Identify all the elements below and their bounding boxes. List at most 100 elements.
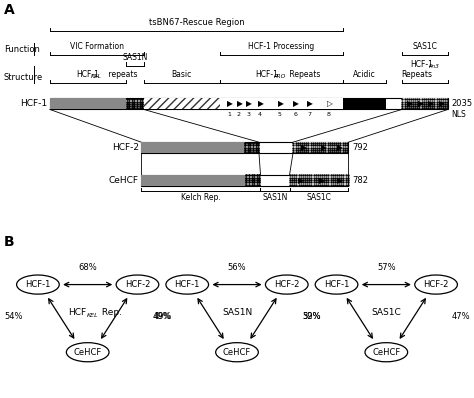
Text: A: A [4,4,15,18]
Text: KEL: KEL [91,74,102,79]
Text: HCF-2: HCF-2 [274,280,300,289]
Text: SAS1N: SAS1N [122,53,147,62]
Text: Kelch Rep.: Kelch Rep. [181,193,221,203]
Text: Rep.: Rep. [99,308,122,317]
Text: ▶: ▶ [237,100,243,108]
Text: 56%: 56% [228,263,246,272]
Text: CeHCF: CeHCF [73,348,102,357]
Text: HCF-1: HCF-1 [76,70,100,79]
Text: repeats: repeats [106,70,137,79]
Text: HCF-1: HCF-1 [255,70,278,79]
Text: HCF: HCF [68,308,86,317]
Text: SAS1N: SAS1N [222,308,252,317]
Text: HCF-1: HCF-1 [324,280,349,289]
Text: Function: Function [4,45,40,54]
Text: ▶: ▶ [407,100,413,108]
Text: SAS1C: SAS1C [307,193,331,203]
Bar [402,98,448,109]
Text: ▶: ▶ [301,143,307,152]
Bar [220,98,343,109]
Text: 52%: 52% [302,312,321,321]
Ellipse shape [315,275,358,294]
Text: Repeats: Repeats [287,70,321,79]
Bar [144,98,220,109]
Text: 54%: 54% [4,312,23,321]
Text: HCF-2: HCF-2 [125,280,150,289]
Text: 792: 792 [352,143,368,152]
Ellipse shape [166,275,209,294]
Ellipse shape [415,275,457,294]
Text: 3: 3 [246,112,250,117]
Text: 47%: 47% [451,312,470,321]
Text: KEL: KEL [87,313,99,318]
Text: HCF-1: HCF-1 [174,280,200,289]
Ellipse shape [116,275,159,294]
Text: SAS1C: SAS1C [412,43,438,51]
Bar [293,142,348,153]
Text: 4: 4 [258,112,262,117]
Text: 68%: 68% [78,263,97,272]
Text: Repeats: Repeats [401,70,432,79]
Text: NLS: NLS [452,111,466,119]
Text: 2035: 2035 [452,100,473,108]
Text: 782: 782 [352,176,368,185]
Text: HCF-1: HCF-1 [25,280,51,289]
Bar [50,98,448,109]
Text: ▶: ▶ [246,100,252,108]
Text: ▶: ▶ [337,176,343,185]
Text: SAS1N: SAS1N [263,193,288,203]
Text: SAS1C: SAS1C [372,308,401,317]
Text: 8: 8 [327,112,330,117]
Text: ▶: ▶ [428,100,434,108]
Text: B: B [4,235,14,249]
Text: ▶: ▶ [319,176,325,185]
Text: HCF-2: HCF-2 [112,143,139,152]
Text: HCF-1: HCF-1 [20,100,47,108]
Bar [141,174,246,185]
Text: ▷: ▷ [327,100,332,108]
Text: Structure: Structure [4,73,43,82]
Text: ▶: ▶ [299,176,304,185]
Text: 1: 1 [228,112,232,117]
Text: Fn3: Fn3 [428,64,439,69]
Text: PRO: PRO [273,74,286,79]
Text: ▶: ▶ [278,100,283,108]
Bar [50,98,126,109]
Ellipse shape [66,343,109,362]
Ellipse shape [216,343,258,362]
Text: 7: 7 [307,112,311,117]
Ellipse shape [365,343,408,362]
Text: HCF-1: HCF-1 [410,60,434,69]
Text: HCF-1 Processing: HCF-1 Processing [248,43,315,51]
Text: CeHCF: CeHCF [223,348,251,357]
Text: 49%: 49% [153,312,172,321]
Text: HCF-2: HCF-2 [423,280,449,289]
Text: tsBN67-Rescue Region: tsBN67-Rescue Region [149,18,244,27]
Text: CeHCF: CeHCF [109,176,139,185]
Text: ▶: ▶ [293,100,299,108]
Text: ▶: ▶ [439,100,445,108]
Ellipse shape [265,275,308,294]
Text: 49%: 49% [153,312,172,321]
Text: Acidic: Acidic [354,70,376,79]
Bar [141,142,348,153]
Bar [290,174,348,185]
Text: CeHCF: CeHCF [372,348,401,357]
Text: 57%: 57% [377,263,396,272]
Text: ▶: ▶ [258,100,264,108]
Text: 39%: 39% [302,312,321,321]
Text: VIC Formation: VIC Formation [70,43,124,51]
Text: 6: 6 [293,112,297,117]
Bar [141,174,348,185]
Text: ▶: ▶ [227,100,233,108]
Bar [141,142,245,153]
Text: ▶: ▶ [320,143,327,152]
Text: ▶: ▶ [418,100,423,108]
Ellipse shape [17,275,59,294]
Text: 5: 5 [278,112,282,117]
Text: 2: 2 [237,112,241,117]
Text: ▶: ▶ [307,100,313,108]
Bar [343,98,386,109]
Text: ▶: ▶ [337,143,343,152]
Text: Basic: Basic [172,70,192,79]
